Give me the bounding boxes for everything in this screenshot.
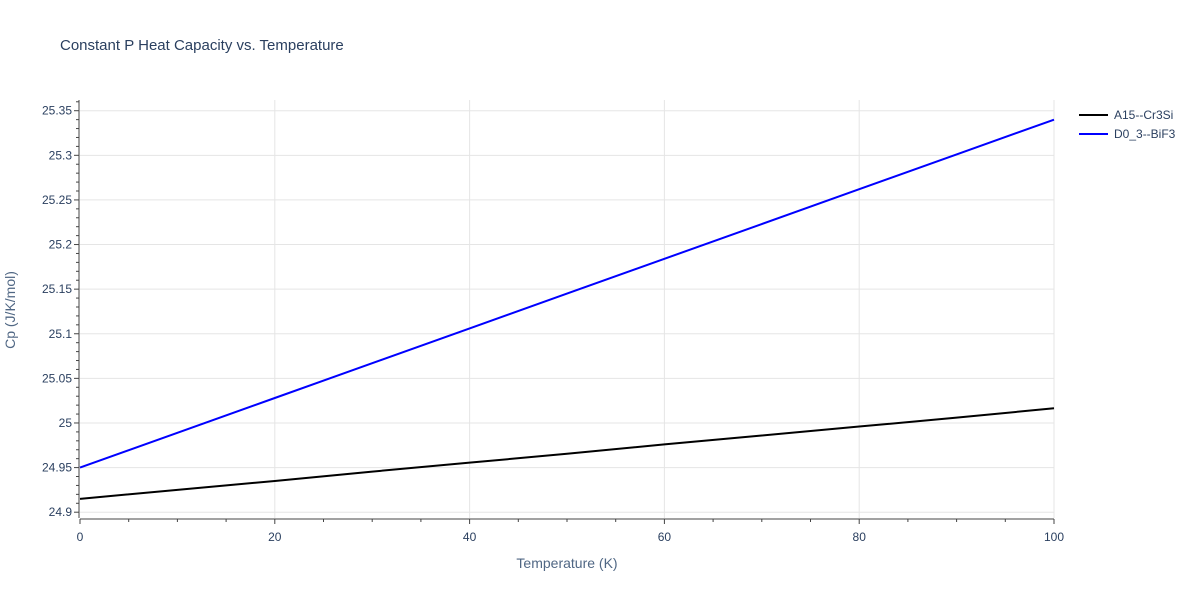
grid [80,100,1055,518]
y-tick-label: 25.35 [42,104,72,118]
y-tick-label: 24.95 [42,461,72,475]
y-tick-label: 25 [59,416,73,430]
chart-title: Constant P Heat Capacity vs. Temperature [60,37,344,54]
series-layer [79,118,1055,500]
axes [74,100,1055,524]
x-tick-label: 20 [268,530,282,544]
legend-item[interactable]: A15--Cr3Si [1079,108,1173,122]
x-tick-label: 40 [463,530,477,544]
y-tick-label: 24.9 [49,505,73,519]
x-tick-label: 80 [853,530,867,544]
y-tick-label: 25.3 [49,148,73,162]
x-tick-label: 60 [658,530,672,544]
legend-item[interactable]: D0_3--BiF3 [1079,127,1176,141]
y-axis-title: Cp (J/K/mol) [2,271,18,349]
legend-label: A15--Cr3Si [1114,108,1173,122]
series-line [79,407,1055,500]
legend[interactable]: A15--Cr3Si D0_3--BiF3 [1079,108,1176,141]
y-tick-label: 25.2 [49,238,73,252]
y-tick-label: 25.1 [49,327,73,341]
x-tick-label: 0 [77,530,84,544]
x-axis-title: Temperature (K) [516,555,617,571]
x-tick-label: 100 [1044,530,1064,544]
legend-label: D0_3--BiF3 [1114,127,1176,141]
tick-labels: 24.9 24.95 25 25.05 25.1 25.15 25.2 25.25 25.3 25… [42,104,1064,544]
y-tick-label: 25.15 [42,282,72,296]
series-line [79,118,1055,469]
y-tick-label: 25.25 [42,193,72,207]
y-tick-label: 25.05 [42,371,72,385]
